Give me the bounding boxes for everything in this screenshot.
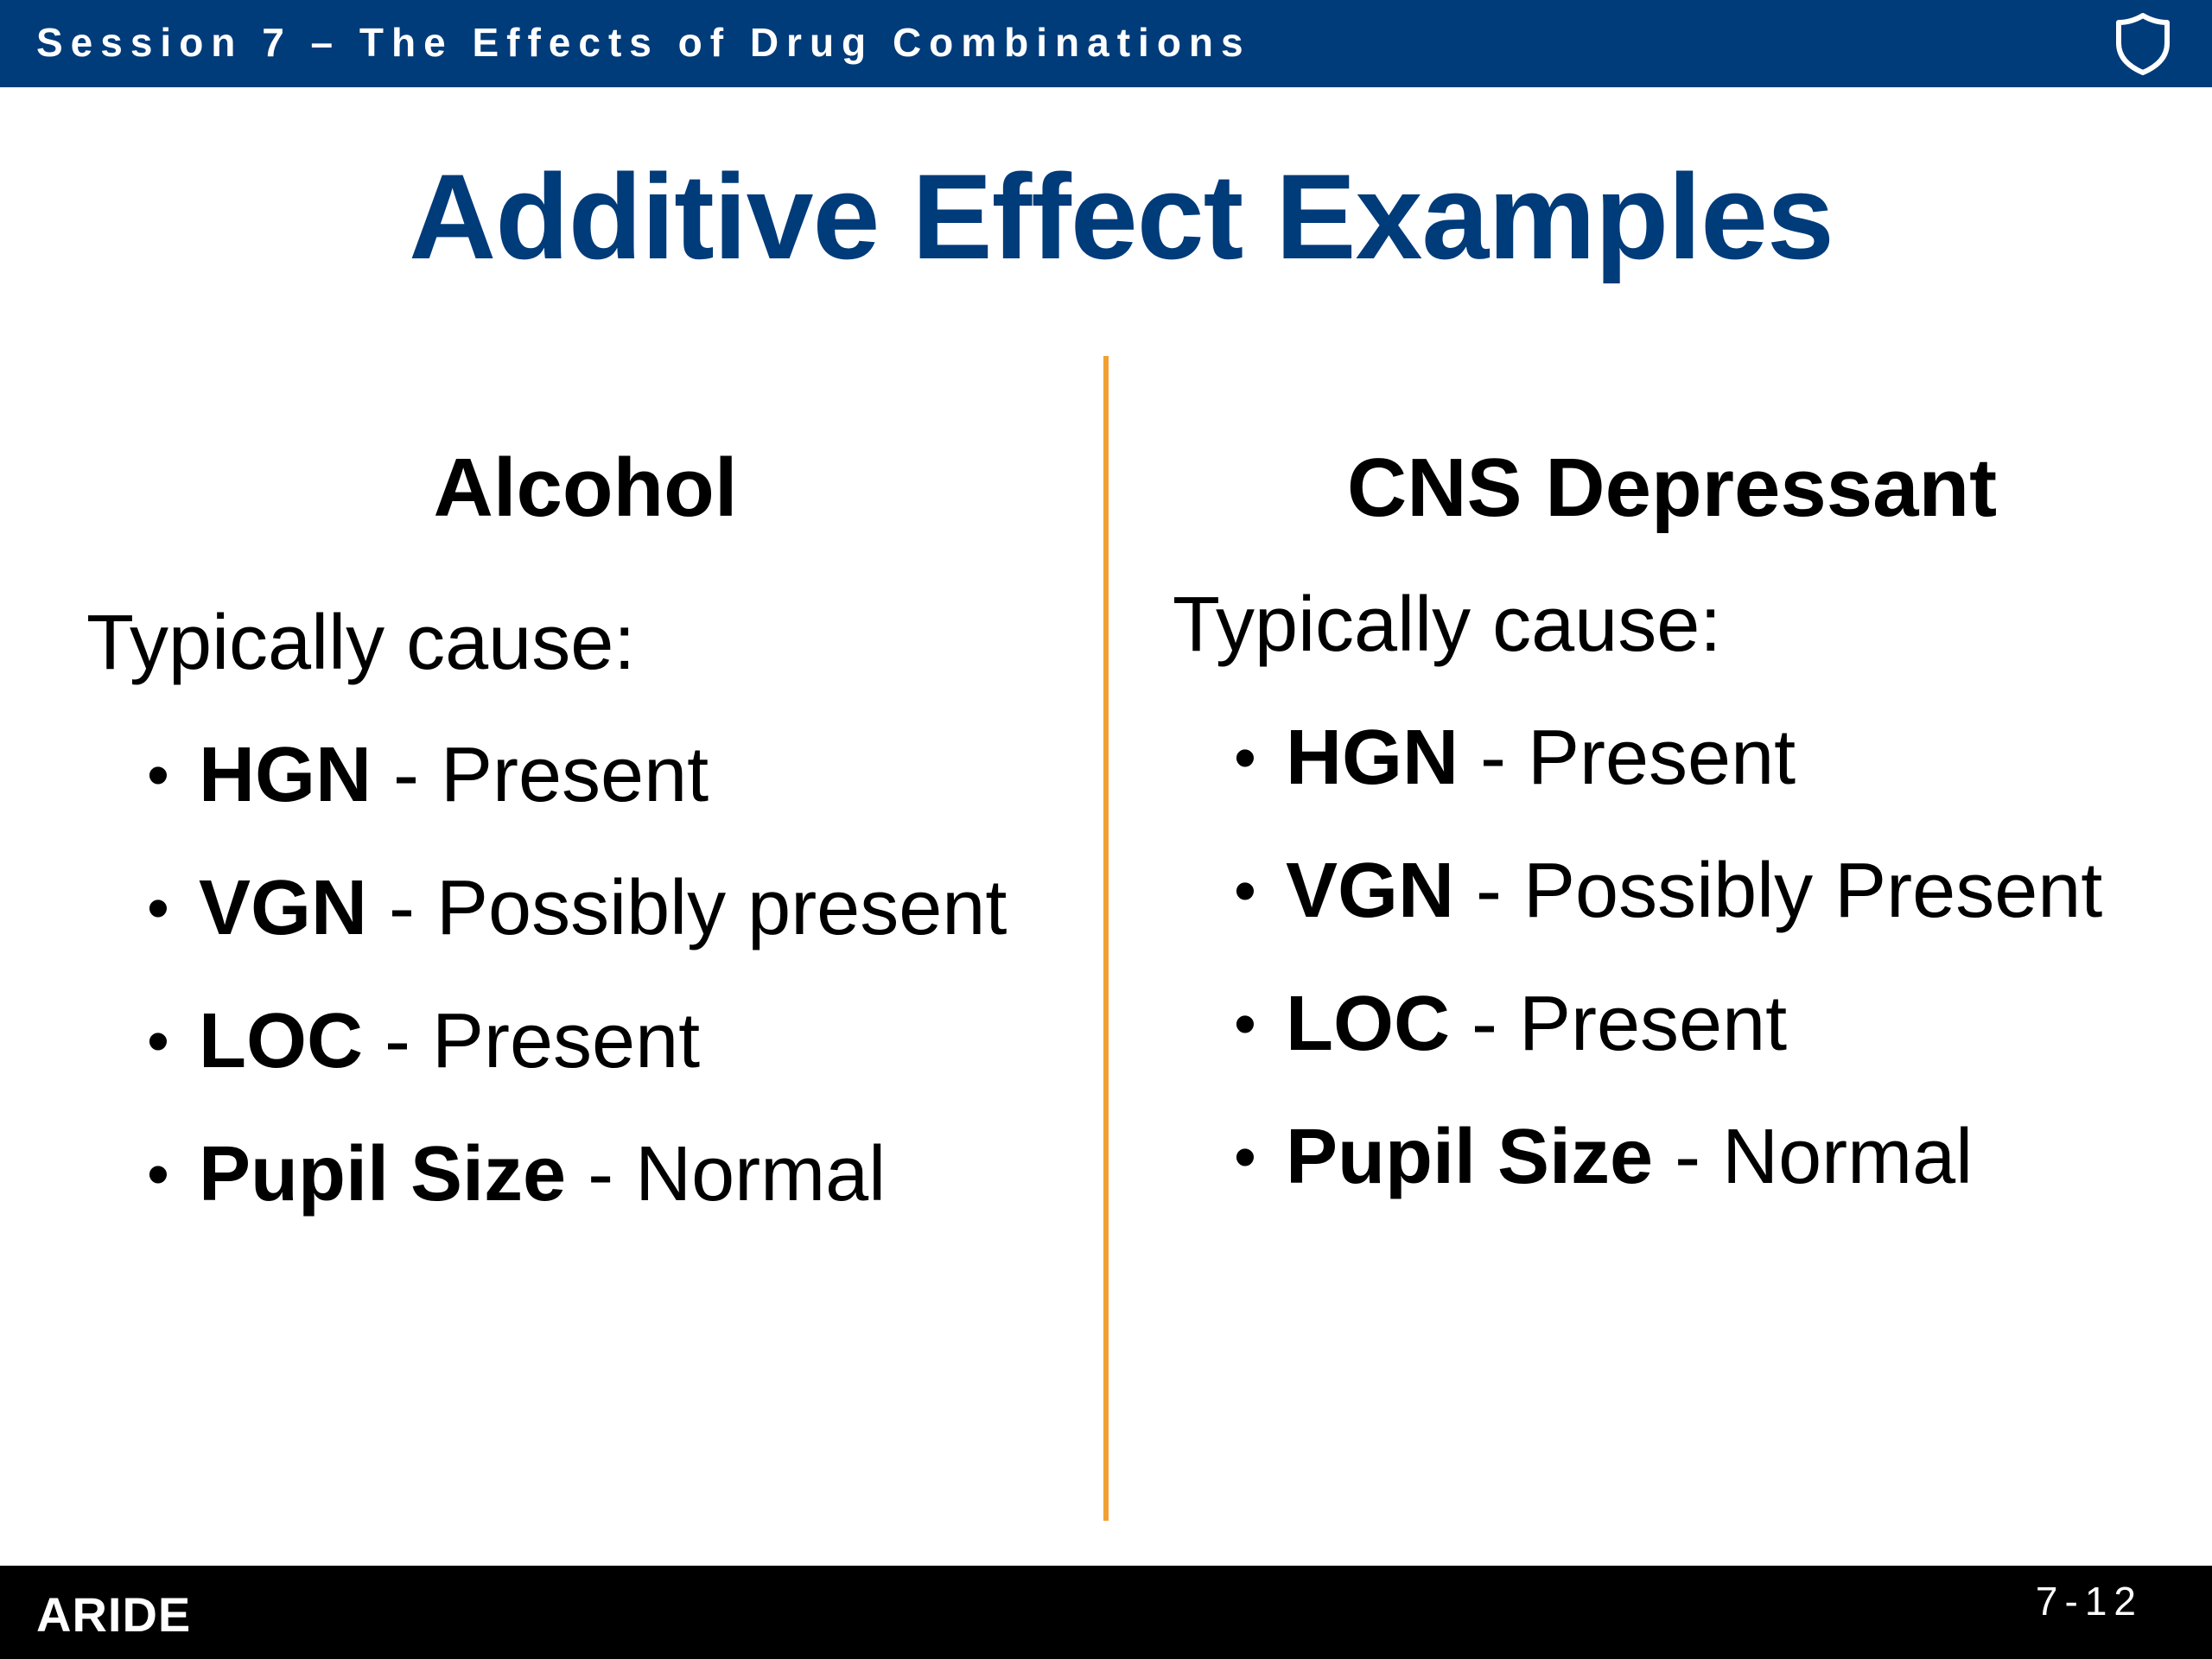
footer-bar — [0, 1566, 2212, 1659]
bullet-item: • HGN - Present — [1225, 710, 2102, 843]
bullet-value: Present — [431, 998, 701, 1084]
bullet-item: • VGN - Possibly present — [138, 861, 1007, 994]
bullet-dot: • — [1234, 855, 1256, 926]
bullet-term: HGN — [199, 732, 372, 818]
bullet-item: • Pupil Size - Normal — [1225, 1109, 2102, 1243]
header-bar: Session 7 – The Effects of Drug Combinat… — [0, 0, 2212, 87]
bullet-dot: • — [147, 739, 169, 810]
bullet-separator: - — [566, 1131, 636, 1217]
bullet-value: Possibly present — [436, 865, 1007, 951]
bullet-term: LOC — [199, 998, 363, 1084]
bullet-item: • LOC - Present — [1225, 976, 2102, 1109]
bullet-value: Normal — [1722, 1114, 1974, 1200]
bullet-dot: • — [1234, 988, 1256, 1059]
bullet-value: Present — [1518, 981, 1788, 1067]
bullet-separator: - — [367, 865, 437, 951]
bullet-item: • VGN - Possibly Present — [1225, 843, 2102, 976]
bullet-item: • Pupil Size - Normal — [138, 1127, 1007, 1260]
bullet-term: Pupil Size — [199, 1131, 567, 1217]
bullet-list-alcohol: • HGN - Present • VGN - Possibly present •… — [138, 728, 1007, 1260]
bullet-list-cns-depressant: • HGN - Present • VGN - Possibly Present •… — [1225, 710, 2102, 1243]
bullet-separator: - — [372, 732, 441, 818]
bullet-separator: - — [362, 998, 432, 1084]
bullet-value: Possibly Present — [1523, 848, 2103, 934]
bullet-separator: - — [1459, 715, 1528, 801]
bullet-dot: • — [1234, 1121, 1256, 1192]
bullet-separator: - — [1653, 1114, 1723, 1200]
page-number: 7-12 — [2035, 1579, 2143, 1624]
bullet-item: • HGN - Present — [138, 728, 1007, 861]
bullet-term: VGN — [1286, 848, 1455, 934]
session-title: Session 7 – The Effects of Drug Combinat… — [36, 20, 1251, 65]
footer-logo: ARIDE — [36, 1587, 192, 1642]
bullet-term: LOC — [1286, 981, 1450, 1067]
bullet-value: Present — [440, 732, 709, 818]
bullet-separator: - — [1454, 848, 1524, 934]
column-divider — [1103, 356, 1109, 1521]
column-intro-cns-depressant: Typically cause: — [1173, 582, 1722, 668]
bullet-value: Normal — [635, 1131, 887, 1217]
bullet-item: • LOC - Present — [138, 994, 1007, 1127]
bullet-dot: • — [147, 1138, 169, 1210]
bullet-term: VGN — [199, 865, 368, 951]
bullet-separator: - — [1449, 981, 1519, 1067]
shield-icon — [2116, 13, 2170, 75]
bullet-dot: • — [147, 1005, 169, 1077]
column-heading-cns-depressant: CNS Depressant — [1346, 442, 1998, 534]
bullet-term: Pupil Size — [1286, 1114, 1654, 1200]
bullet-dot: • — [147, 872, 169, 944]
slide-title: Additive Effect Examples — [409, 149, 1834, 284]
bullet-dot: • — [1234, 721, 1256, 793]
column-intro-alcohol: Typically cause: — [86, 600, 636, 686]
bullet-value: Present — [1527, 715, 1796, 801]
bullet-term: HGN — [1286, 715, 1459, 801]
column-heading-alcohol: Alcohol — [433, 442, 738, 534]
